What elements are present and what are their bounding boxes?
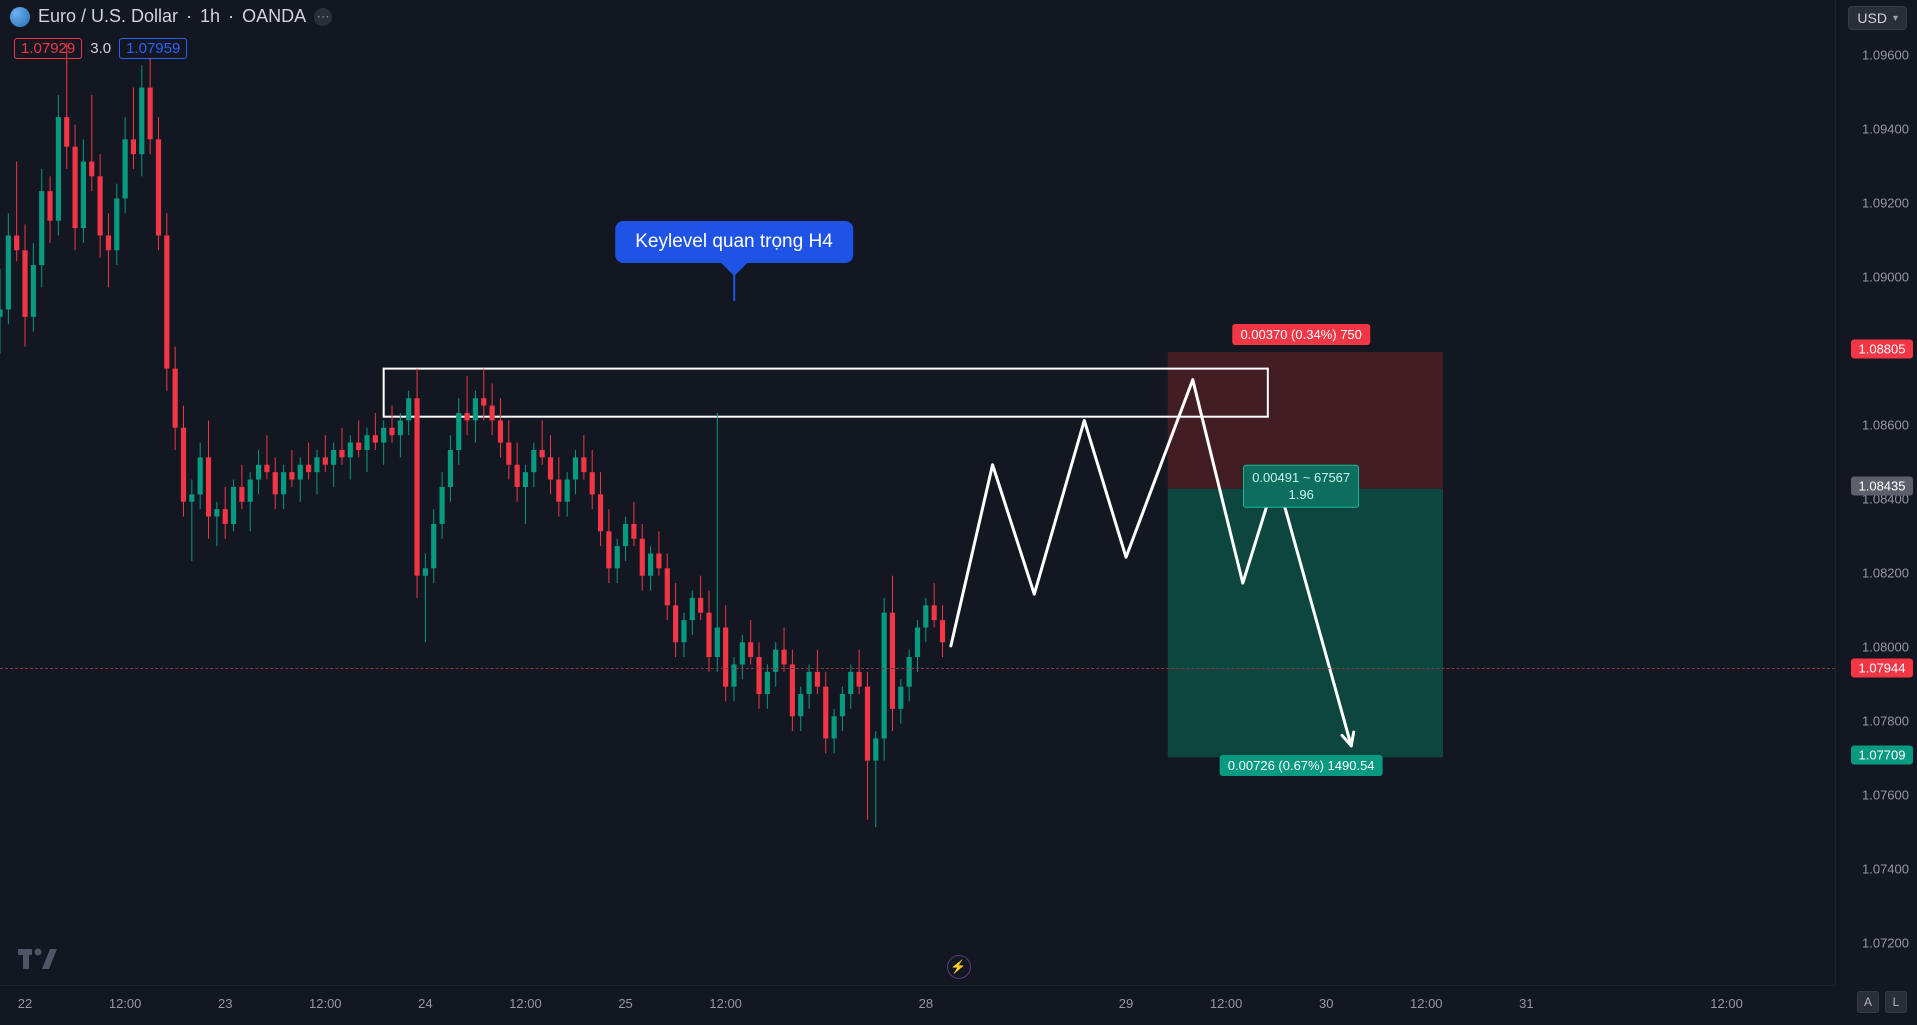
x-tick: 12:00 — [709, 996, 742, 1011]
y-tick: 1.07200 — [1862, 936, 1909, 951]
y-tick: 1.09200 — [1862, 196, 1909, 211]
y-tick: 1.09400 — [1862, 122, 1909, 137]
x-tick: 12:00 — [109, 996, 142, 1011]
y-price-tag: 1.08435 — [1851, 477, 1913, 496]
x-tick: 12:00 — [1410, 996, 1443, 1011]
x-tick: 23 — [218, 996, 232, 1011]
x-tick: 12:00 — [309, 996, 342, 1011]
y-price-tag: 1.07709 — [1851, 745, 1913, 764]
y-tick: 1.07400 — [1862, 862, 1909, 877]
auto-button[interactable]: A — [1857, 991, 1879, 1013]
y-tick: 1.07800 — [1862, 714, 1909, 729]
log-button[interactable]: L — [1885, 991, 1907, 1013]
bottom-right: A L — [1857, 991, 1907, 1013]
x-tick: 31 — [1519, 996, 1533, 1011]
reward-label: 0.00726 (0.67%) 1490.54 — [1220, 755, 1383, 776]
x-tick: 12:00 — [1710, 996, 1743, 1011]
x-tick: 30 — [1319, 996, 1333, 1011]
y-tick: 1.09000 — [1862, 270, 1909, 285]
y-tick: 1.09600 — [1862, 48, 1909, 63]
x-tick: 24 — [418, 996, 432, 1011]
y-price-tag: 1.07944 — [1851, 658, 1913, 677]
x-tick: 22 — [18, 996, 32, 1011]
y-tick: 1.08600 — [1862, 418, 1909, 433]
x-tick: 12:00 — [1210, 996, 1243, 1011]
trade-ratio-label: 0.00491 ~ 675671.96 — [1243, 465, 1359, 508]
y-tick: 1.08200 — [1862, 566, 1909, 581]
chart-root: Euro / U.S. Dollar · 1h · OANDA ⋯ 1.0792… — [0, 0, 1917, 1025]
callout-label[interactable]: Keylevel quan trọng H4 — [615, 221, 853, 263]
y-axis[interactable]: 1.096001.094001.092001.090001.088001.086… — [1835, 0, 1917, 985]
y-price-tag: 1.08805 — [1851, 340, 1913, 359]
y-tick: 1.08000 — [1862, 640, 1909, 655]
last-price-line — [0, 668, 1835, 669]
x-tick: 28 — [919, 996, 933, 1011]
x-axis[interactable]: 22 12:00 23 12:00 24 12:00 25 12:00 28 29 12:00 30 1… — [0, 985, 1835, 1025]
y-tick: 1.07600 — [1862, 788, 1909, 803]
x-tick: 25 — [618, 996, 632, 1011]
risk-label: 0.00370 (0.34%) 750 — [1232, 324, 1369, 345]
chart-plot[interactable]: Keylevel quan trọng H4 0.00370 (0.34%) 7… — [0, 0, 1835, 985]
x-tick: 12:00 — [509, 996, 542, 1011]
x-tick: 29 — [1119, 996, 1133, 1011]
